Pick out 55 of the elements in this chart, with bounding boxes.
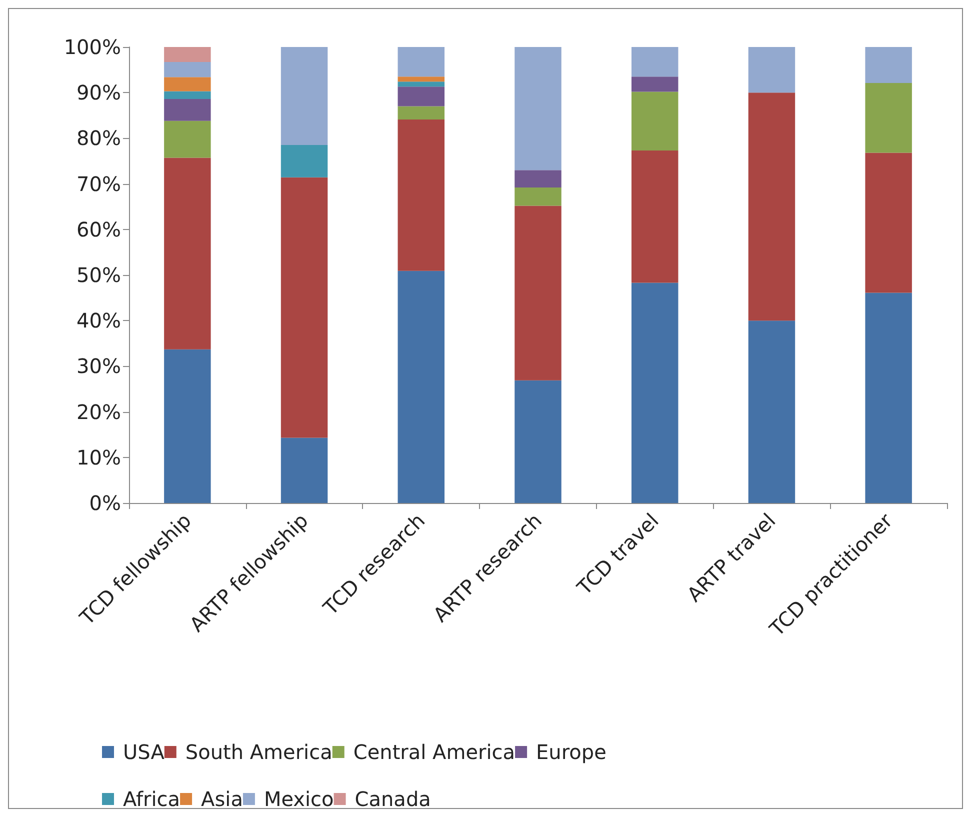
bar	[514, 206, 562, 380]
bar	[398, 106, 445, 120]
y-tick-label: 70%	[76, 172, 121, 196]
bar	[514, 187, 562, 206]
bar	[631, 92, 678, 151]
bar	[164, 158, 211, 350]
bar	[280, 47, 328, 146]
y-tick-label: 0%	[89, 491, 121, 515]
bar	[280, 438, 328, 503]
y-tick-label: 40%	[76, 308, 121, 333]
y-tick-label: 10%	[76, 445, 121, 470]
bar	[865, 292, 912, 503]
legend-label: South America	[185, 740, 332, 764]
bar	[865, 152, 912, 293]
bar	[164, 62, 211, 78]
bar	[514, 170, 562, 188]
bar	[398, 76, 445, 82]
bar	[398, 47, 445, 77]
bar	[164, 98, 211, 121]
bar	[631, 282, 678, 503]
bar	[631, 150, 678, 283]
bar	[280, 177, 328, 438]
legend-label: Asia	[201, 787, 243, 811]
legend-label: USA	[123, 740, 165, 764]
legend-label: Europe	[536, 740, 606, 764]
bar	[164, 47, 211, 62]
bar	[280, 145, 328, 178]
bar	[164, 120, 211, 158]
legend-label: Canada	[354, 787, 431, 811]
legend-label: Mexico	[264, 787, 334, 811]
bar	[164, 77, 211, 92]
bar	[631, 47, 678, 77]
y-tick-label: 60%	[76, 217, 121, 242]
y-tick-label: 50%	[76, 263, 121, 287]
bar	[164, 349, 211, 503]
y-tick-label: 30%	[76, 354, 121, 378]
y-tick-label: 20%	[76, 400, 121, 424]
bar	[748, 92, 796, 321]
bar	[398, 82, 445, 87]
y-tick-label: 90%	[76, 80, 121, 105]
bar	[164, 91, 211, 99]
bar	[865, 47, 912, 84]
y-tick-label: 100%	[64, 35, 121, 59]
bar	[865, 83, 912, 153]
bar	[748, 47, 796, 93]
legend-label: Africa	[123, 787, 180, 811]
bar	[514, 47, 562, 170]
bar	[398, 120, 445, 271]
bar	[631, 76, 678, 92]
bar	[398, 270, 445, 503]
bar	[514, 380, 562, 503]
legend-label: Central America	[353, 740, 516, 764]
bar	[398, 86, 445, 106]
bar	[748, 320, 796, 503]
y-tick-label: 80%	[76, 126, 121, 150]
